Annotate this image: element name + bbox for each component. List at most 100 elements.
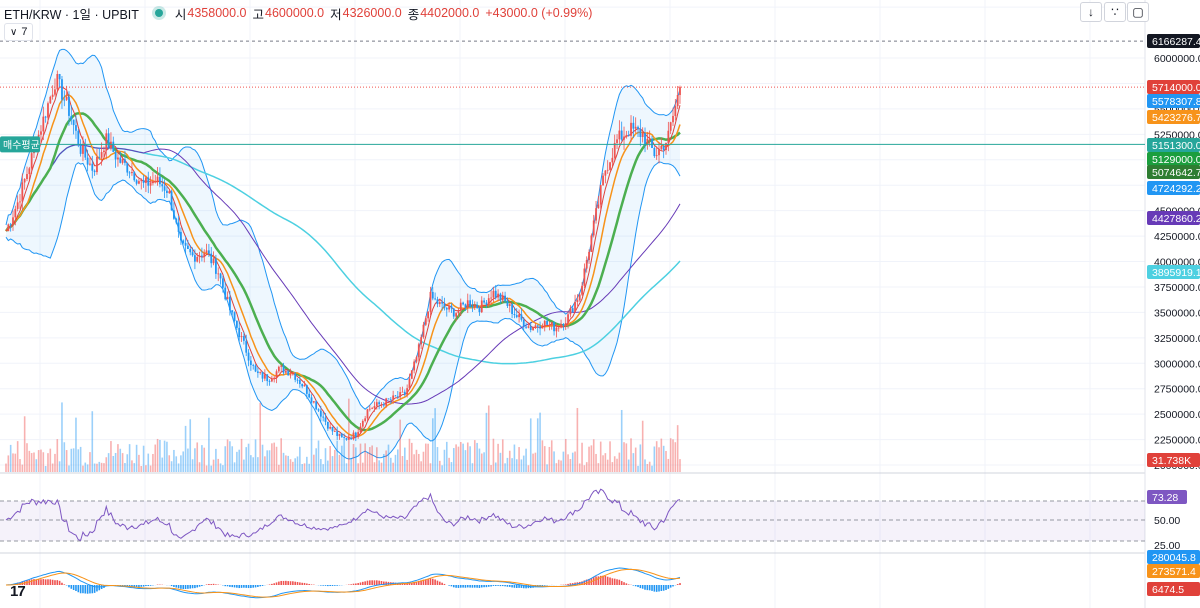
volume-bar <box>98 461 101 472</box>
candle-body <box>9 224 12 226</box>
macd-histogram-bar <box>44 579 47 585</box>
candle-body <box>497 293 499 298</box>
candle-body <box>145 177 147 183</box>
candle-body <box>389 399 392 401</box>
volume-bar <box>553 451 555 472</box>
macd-histogram-bar <box>658 585 660 592</box>
macd-histogram-bar <box>352 583 355 585</box>
volume-bar <box>226 439 229 472</box>
volume-bar <box>378 460 380 472</box>
candle-body <box>333 431 336 433</box>
candle-body <box>310 397 313 403</box>
volume-bar <box>135 444 138 472</box>
candle-body <box>221 278 224 288</box>
macd-histogram-bar <box>595 576 597 585</box>
price-tick-label: 2250000.0 <box>1154 435 1200 447</box>
volume-bar <box>334 449 336 472</box>
volume-bar <box>424 443 427 472</box>
candle-body <box>331 426 334 432</box>
macd-histogram-bar <box>49 579 52 585</box>
volume-bar <box>142 445 145 472</box>
volume-bar <box>63 442 66 472</box>
macd-histogram-bar <box>604 575 607 585</box>
candle-body <box>214 258 217 274</box>
candle-body <box>317 409 320 411</box>
macd-histogram-bar <box>448 585 450 586</box>
volume-bar <box>490 465 492 472</box>
volume-bar <box>343 438 345 472</box>
price-tag-text: 5129000.0 <box>1152 154 1200 166</box>
macd-histogram-bar <box>231 585 234 588</box>
candle-body <box>466 300 469 308</box>
candle-body <box>182 240 185 243</box>
macd-histogram-bar <box>464 585 467 588</box>
macd-histogram-bar <box>362 581 364 585</box>
low-label: 저 <box>330 7 342 22</box>
candle-body <box>110 141 112 149</box>
volume-bar <box>588 446 590 472</box>
collapse-button[interactable]: ∵ <box>1104 2 1126 22</box>
price-axis[interactable]: 6000000.05750000.05500000.05250000.05000… <box>1154 53 1200 552</box>
volume-bar <box>394 454 397 472</box>
candle-body <box>296 379 299 381</box>
volume-bar <box>473 440 476 472</box>
candle-body <box>441 302 444 304</box>
price-tag-box <box>1147 34 1200 48</box>
candle-body <box>184 242 187 246</box>
volume-bar <box>264 456 266 472</box>
candle-body <box>175 218 178 223</box>
candle-body <box>371 408 374 410</box>
candle-body <box>651 138 653 149</box>
candle-body <box>177 222 180 232</box>
candle-body <box>644 133 646 145</box>
macd-histogram-bar <box>128 585 131 587</box>
candle-body <box>100 152 103 158</box>
macd-histogram-bar <box>324 585 327 586</box>
scroll-down-button[interactable]: ↓ <box>1080 2 1102 22</box>
volume-bar <box>534 452 537 472</box>
macd-histogram-bar <box>47 579 49 585</box>
volume-bar <box>77 449 80 472</box>
macd-histogram-bar <box>571 583 574 585</box>
volume-bar <box>595 453 597 472</box>
indicator-toggle[interactable]: ∨ 7 <box>4 23 34 41</box>
macd-histogram-bar <box>268 584 271 585</box>
candle-body <box>16 202 19 209</box>
candle-body <box>238 327 241 338</box>
candle-body <box>161 184 164 187</box>
macd-histogram-bar <box>564 584 567 585</box>
volume-bar <box>525 448 527 472</box>
candle-body <box>245 340 248 353</box>
candle-body <box>168 191 171 193</box>
volume-bar <box>86 464 89 472</box>
candle-body <box>595 208 597 221</box>
macd-histogram-bar <box>355 583 357 585</box>
candle-body <box>65 96 68 100</box>
macd-histogram-bar <box>618 579 621 585</box>
candle-body <box>583 268 586 286</box>
volume-bar <box>301 464 303 472</box>
candle-body <box>19 201 21 203</box>
candle-body <box>625 135 628 137</box>
volume-bar <box>399 419 401 472</box>
volume-bar <box>49 448 52 472</box>
symbol-title[interactable]: ETH/KRW · 1일 · UPBIT <box>4 7 139 22</box>
candle-body <box>429 291 432 312</box>
volume-bar <box>606 459 609 472</box>
candle-body <box>448 305 451 310</box>
macd-histogram-bar <box>210 584 213 585</box>
candle-body <box>42 116 45 132</box>
volume-bar <box>250 455 252 472</box>
candle-body <box>126 162 129 173</box>
price-tag-box <box>1147 110 1200 124</box>
candle-body <box>138 181 140 184</box>
candle-body <box>357 432 360 437</box>
macd-histogram-bar <box>243 585 245 588</box>
volume-bar <box>240 438 243 472</box>
volume-bar <box>56 439 59 472</box>
volume-bar <box>648 461 651 472</box>
macd-histogram-bar <box>627 584 630 585</box>
maximize-button[interactable]: ▢ <box>1127 2 1149 22</box>
rsi-line <box>5 488 681 542</box>
